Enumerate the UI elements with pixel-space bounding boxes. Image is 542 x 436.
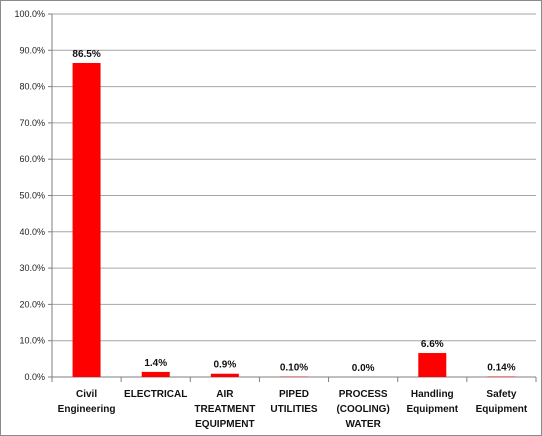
data-label: 6.6% bbox=[421, 339, 444, 350]
data-label: 1.4% bbox=[144, 358, 167, 369]
category-label: ELECTRICAL bbox=[124, 389, 187, 400]
data-label: 0.10% bbox=[280, 363, 308, 374]
category-label-line: Handling bbox=[411, 389, 454, 400]
bar bbox=[72, 63, 101, 377]
category-label: AIR TREATMENT EQUIPMENT bbox=[194, 389, 255, 430]
y-tick-label: 50.0% bbox=[19, 191, 45, 201]
category-label-line: Engineering bbox=[58, 404, 116, 415]
bar bbox=[418, 353, 447, 377]
y-tick-label: 30.0% bbox=[19, 263, 45, 273]
category-label-line: (COOLING) bbox=[336, 404, 389, 415]
data-label: 0.0% bbox=[352, 363, 375, 374]
category-label: Safety Equipment bbox=[476, 389, 528, 415]
y-tick-label: 60.0% bbox=[19, 154, 45, 164]
y-tick-label: 100.0% bbox=[14, 9, 45, 19]
category-label-line: WATER bbox=[345, 419, 381, 430]
category-label-line: ELECTRICAL bbox=[124, 389, 187, 400]
category-label-line: Safety bbox=[486, 389, 516, 400]
category-label-line: TREATMENT bbox=[194, 404, 255, 415]
y-tick-label: 10.0% bbox=[19, 336, 45, 346]
category-label-line: PIPED bbox=[279, 389, 309, 400]
category-label: Civil Engineering bbox=[58, 389, 116, 415]
bar bbox=[141, 371, 170, 377]
category-label: PIPED UTILITIES bbox=[270, 389, 318, 415]
category-label-line: PROCESS bbox=[339, 389, 388, 400]
category-label-line: UTILITIES bbox=[270, 404, 318, 415]
data-label: 0.14% bbox=[487, 362, 515, 373]
category-label-line: EQUIPMENT bbox=[195, 419, 254, 430]
category-label-line: Equipment bbox=[406, 404, 458, 415]
y-tick-label: 90.0% bbox=[19, 45, 45, 55]
category-label-line: AIR bbox=[216, 389, 234, 400]
bar bbox=[487, 376, 516, 377]
y-tick-label: 0.0% bbox=[24, 372, 45, 382]
category-label-line: Civil bbox=[76, 389, 97, 400]
data-label: 0.9% bbox=[213, 360, 236, 371]
y-tick-label: 70.0% bbox=[19, 118, 45, 128]
category-label: Handling Equipment bbox=[406, 389, 458, 415]
category-label: PROCESS (COOLING) WATER bbox=[336, 389, 389, 430]
y-tick-label: 20.0% bbox=[19, 299, 45, 309]
y-tick-label: 80.0% bbox=[19, 82, 45, 92]
category-label-line: Equipment bbox=[476, 404, 528, 415]
bar bbox=[210, 373, 239, 377]
data-label: 86.5% bbox=[72, 49, 100, 60]
y-tick-label: 40.0% bbox=[19, 227, 45, 237]
